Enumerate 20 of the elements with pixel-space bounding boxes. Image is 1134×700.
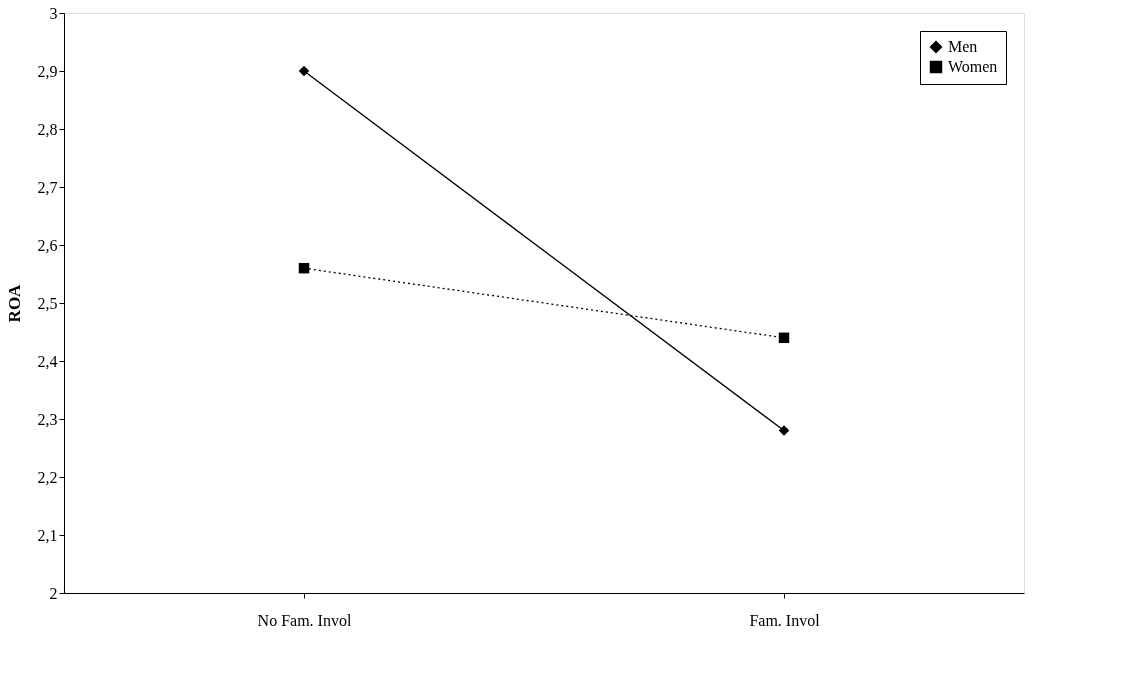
legend-label: Women bbox=[948, 58, 998, 75]
point bbox=[778, 425, 790, 436]
y-tick-label: 2,9 bbox=[37, 62, 58, 80]
point bbox=[298, 65, 310, 77]
point bbox=[778, 332, 790, 344]
y-tick-label: 3 bbox=[49, 4, 58, 22]
y-tick-label: 2,4 bbox=[37, 352, 58, 370]
y-tick-label: 2,2 bbox=[37, 468, 58, 486]
y-tick-label: 2,8 bbox=[37, 120, 58, 138]
y-tick-label: 2,6 bbox=[37, 236, 58, 254]
x-tick-label: No Fam. Invol bbox=[257, 611, 352, 629]
y-tick-label: 2,3 bbox=[37, 410, 58, 428]
y-tick-label: 2,5 bbox=[37, 294, 58, 312]
point bbox=[298, 262, 310, 274]
y-tick-label: 2,1 bbox=[37, 526, 58, 544]
y-tick-label: 2,7 bbox=[37, 178, 58, 196]
legend-label: Men bbox=[948, 38, 978, 55]
y-axis-title: ROA bbox=[4, 283, 24, 323]
y-tick-label: 2 bbox=[49, 584, 58, 602]
x-tick-label: Fam. Invol bbox=[749, 611, 821, 629]
